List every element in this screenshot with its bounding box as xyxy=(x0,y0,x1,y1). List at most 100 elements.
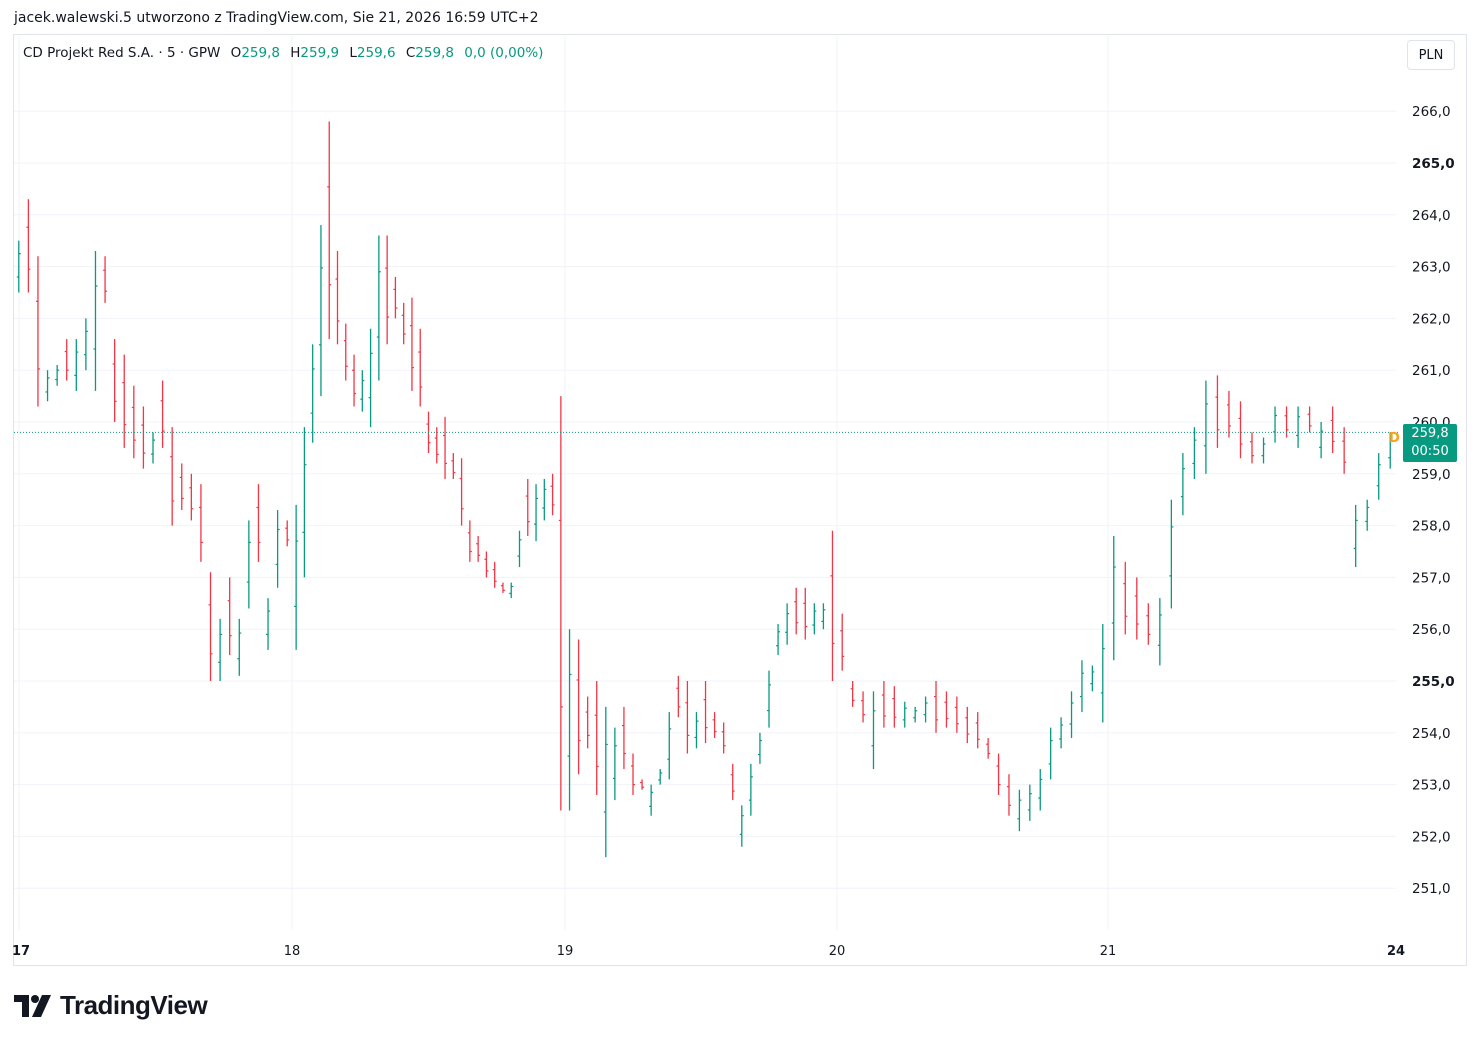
y-tick-label: 256,0 xyxy=(1412,622,1451,638)
open-value: 259,8 xyxy=(241,45,280,61)
ohlc-bar xyxy=(302,427,307,578)
ohlc-bar xyxy=(26,199,31,293)
symbol-title: CD Projekt Red S.A. · 5 · GPW xyxy=(23,45,221,61)
ohlc-bar xyxy=(871,691,876,770)
y-tick-label: 254,0 xyxy=(1412,726,1451,742)
ohlc-bar xyxy=(141,406,146,469)
ohlc-bar xyxy=(1365,499,1370,531)
ohlc-bar xyxy=(122,354,127,448)
ohlc-bar xyxy=(567,629,572,811)
ohlc-bar xyxy=(881,681,886,728)
currency-button[interactable]: PLN xyxy=(1407,40,1455,70)
ohlc-bar xyxy=(965,706,970,744)
ohlc-bar xyxy=(1006,774,1011,816)
ohlc-bar xyxy=(500,582,505,593)
ohlc-bar xyxy=(1069,691,1074,738)
ohlc-bar xyxy=(246,520,251,609)
ohlc-bar xyxy=(640,779,645,790)
close-label: C xyxy=(405,45,416,61)
ohlc-bar xyxy=(1273,406,1278,443)
y-tick-label: 265,0 xyxy=(1412,156,1455,172)
tradingview-logo-icon xyxy=(14,994,51,1017)
ohlc-bar xyxy=(621,706,626,770)
ohlc-bar xyxy=(1090,665,1095,692)
ohlc-bar xyxy=(294,504,299,650)
ohlc-bar xyxy=(285,520,290,547)
y-tick-label: 251,0 xyxy=(1412,881,1451,897)
ohlc-bar xyxy=(1307,406,1312,433)
ohlc-bar xyxy=(1342,427,1347,474)
tradingview-logo[interactable]: TradingView xyxy=(14,990,208,1021)
ohlc-bar xyxy=(55,365,60,386)
ohlc-bar xyxy=(712,712,717,738)
last-price-tag: 259,8 00:50 xyxy=(1403,424,1457,462)
ohlc-bar xyxy=(576,639,581,775)
change-value: 0,0 (0,00%) xyxy=(464,45,544,61)
ohlc-bar xyxy=(658,769,663,785)
ohlc-bar xyxy=(266,598,271,650)
y-tick-label: 257,0 xyxy=(1412,570,1451,586)
ohlc-bar xyxy=(785,603,790,645)
ohlc-bar xyxy=(368,328,373,428)
ohlc-bar xyxy=(840,613,845,671)
ohlc-bar xyxy=(256,484,261,562)
ohlc-bar xyxy=(739,805,744,847)
x-tick-label: 20 xyxy=(829,944,846,959)
ohlc-bar xyxy=(550,473,555,516)
ohlc-bar xyxy=(558,396,563,811)
ohlc-bar xyxy=(1146,603,1151,645)
ohlc-bar xyxy=(218,618,223,681)
ohlc-bar xyxy=(509,582,514,599)
ohlc-bar xyxy=(1017,789,1022,832)
ohlc-bar xyxy=(492,561,497,588)
ohlc-bar xyxy=(603,706,608,858)
ohlc-bar xyxy=(393,276,398,319)
ohlc-bar xyxy=(667,712,672,780)
ohlc-bar xyxy=(1238,401,1243,459)
ohlc-bar xyxy=(310,344,315,443)
ohlc-bar xyxy=(703,681,708,744)
ohlc-bar xyxy=(459,458,464,526)
ohlc-bar xyxy=(975,712,980,749)
dividend-marker[interactable]: D xyxy=(1389,431,1400,446)
ohlc-bar xyxy=(534,484,539,542)
ohlc-bar xyxy=(730,763,735,801)
chart-frame[interactable] xyxy=(13,34,1467,966)
ohlc-bar xyxy=(352,354,357,407)
ohlc-bar xyxy=(1192,427,1197,479)
ohlc-bar xyxy=(318,225,323,397)
ohlc-bar xyxy=(1100,624,1105,723)
x-tick-label: 17 xyxy=(12,944,30,959)
ohlc-bar xyxy=(803,587,808,640)
low-label: L xyxy=(349,45,357,61)
ohlc-bar xyxy=(103,256,108,303)
ohlc-bar xyxy=(151,432,155,464)
ohlc-bar xyxy=(1059,717,1064,749)
ohlc-bar xyxy=(1203,380,1208,474)
ohlc-bar xyxy=(812,603,817,635)
ohlc-bar xyxy=(327,121,332,340)
ohlc-bar xyxy=(1048,727,1053,780)
ohlc-bar xyxy=(401,302,406,345)
ohlc-bar xyxy=(385,235,390,345)
symbol-legend: CD Projekt Red S.A. · 5 · GPW O259,8 H25… xyxy=(23,45,543,61)
ohlc-bars xyxy=(16,121,1393,858)
ohlc-bar xyxy=(112,339,117,422)
ohlc-bar xyxy=(1215,375,1220,448)
ohlc-bar xyxy=(525,478,530,536)
ohlc-bar xyxy=(821,603,826,630)
time-axis[interactable]: 17 18 19 20 21 24 xyxy=(12,944,1405,959)
ohlc-bar xyxy=(74,339,79,391)
x-tick-label: 18 xyxy=(284,944,301,959)
price-axis[interactable]: 266,0265,0264,0263,0262,0261,0260,0259,0… xyxy=(1412,104,1455,897)
y-tick-label: 255,0 xyxy=(1412,674,1455,690)
ohlc-bar xyxy=(830,530,835,681)
y-tick-label: 262,0 xyxy=(1412,311,1451,327)
ohlc-bar xyxy=(861,691,866,723)
tradingview-logo-text: TradingView xyxy=(60,990,208,1020)
ohlc-bar xyxy=(676,675,681,718)
ohlc-bar xyxy=(451,453,456,479)
ohlc-bar xyxy=(179,463,184,511)
ohlc-bar xyxy=(208,572,213,681)
